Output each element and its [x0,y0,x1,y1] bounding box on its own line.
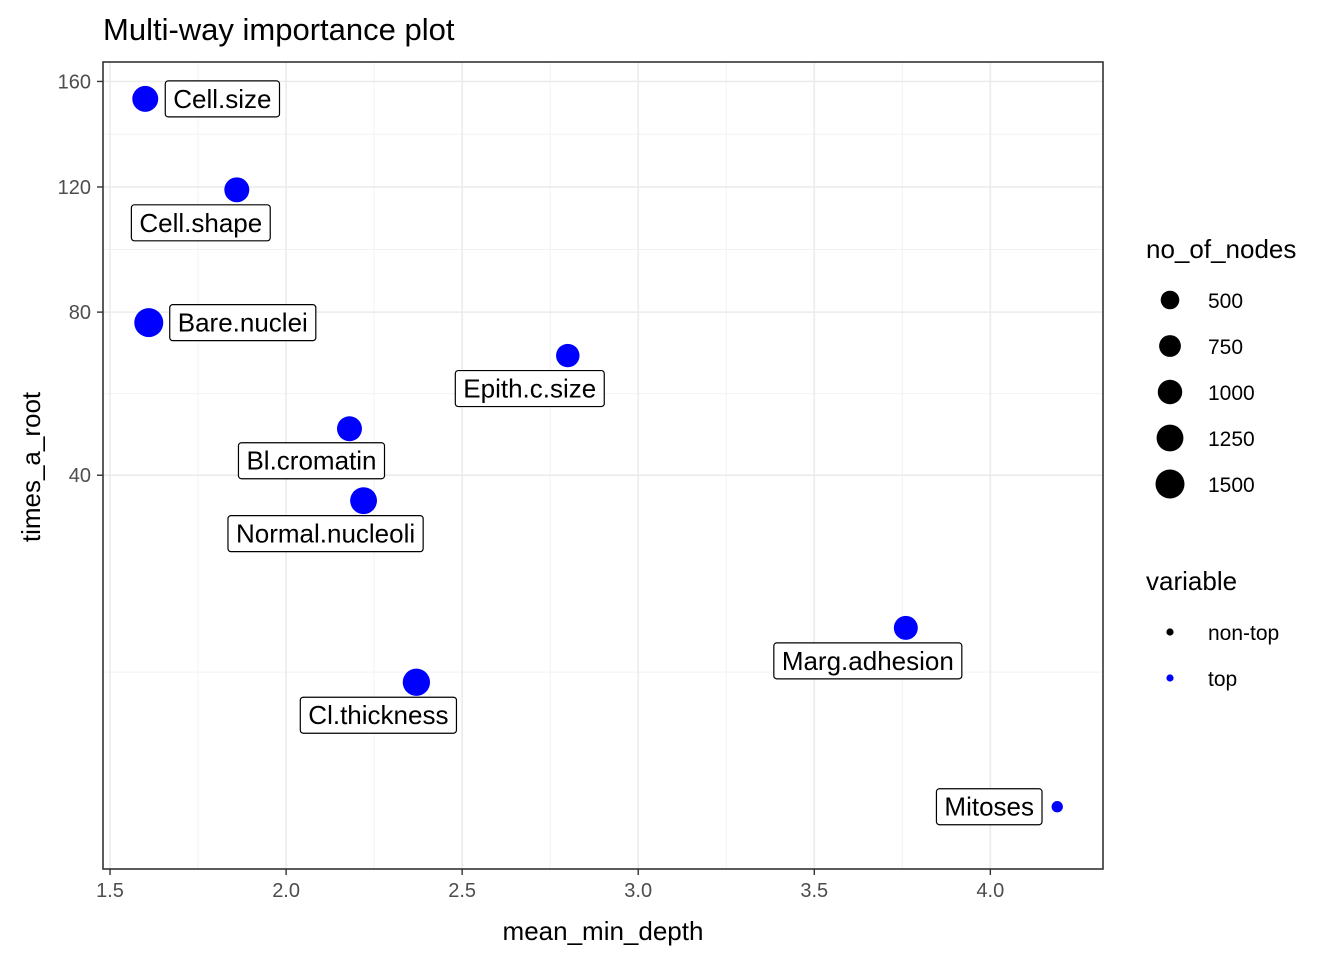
y-tick-label: 40 [69,465,91,487]
point-label: Cell.size [173,84,271,114]
plot-border [102,61,1104,870]
label-box-frame [130,204,271,242]
point-label: Bare.nuclei [178,308,308,338]
point-label-box: Normal.nucleoli [227,515,424,553]
point-labels: Cell.size Cell.shape Bare.nuclei Epith.c.si… [130,80,1043,826]
legend-size-label: 1500 [1208,474,1255,497]
x-tick-label: 1.5 [96,880,124,902]
label-box-frame [237,442,386,480]
y-axis-title: times_a_root [16,391,46,542]
legend-size-label: 1000 [1208,382,1255,405]
legend-size-label: 1250 [1208,428,1255,451]
point-label-box: Marg.adhesion [773,642,963,680]
data-point [893,615,918,640]
plot-panel: 1.5 2.0 2.5 3.0 3.5 4.04080120160Cell.sizeCel… [58,61,1104,902]
legend-color-label: non-top [1208,622,1279,645]
label-box-frame [227,515,424,553]
data-point [402,668,431,696]
label-box-frame [935,788,1043,826]
legend-size-title: no_of_nodes [1146,234,1296,264]
point-label: Normal.nucleoli [236,519,415,549]
x-tick-label: 3.0 [624,880,652,902]
data-point [350,487,377,515]
chart-title: Multi-way importance plot [103,12,455,47]
legend-size-key [1155,469,1185,499]
point-label: Marg.adhesion [782,646,954,676]
legend-size-key [1157,379,1183,405]
label-box-frame [299,696,458,734]
y-tick-label: 160 [58,71,91,93]
point-label-box: Mitoses [935,788,1043,826]
legend-color-title: variable [1146,566,1237,596]
label-box-frame [454,369,605,408]
y-tick-label: 80 [69,302,91,324]
legend-color-key [1166,674,1174,682]
data-point [1051,801,1063,813]
point-label: Epith.c.size [463,374,596,404]
legend-color-label: top [1208,668,1237,691]
x-tick-label: 2.0 [272,880,300,902]
x-axis-title: mean_min_depth [503,916,704,946]
legend-size-key [1156,424,1184,452]
point-label: Cell.shape [139,208,262,238]
point-label-box: Cell.size [164,80,281,118]
x-tick-label: 4.0 [976,880,1004,902]
point-label-box: Bare.nuclei [169,304,317,342]
data-point [556,343,580,368]
legend: no_of_nodes variable 500 750 1000 1250 1500 n… [1146,234,1296,691]
point-label-box: Epith.c.size [454,369,605,408]
data-point [132,85,159,112]
legend-size-key [1160,290,1180,310]
point-label: Mitoses [944,792,1034,822]
y-tick-label: 120 [58,177,91,199]
label-box-frame [169,304,317,342]
point-label: Cl.thickness [308,700,448,730]
x-tick-label: 3.5 [800,880,828,902]
data-point [336,416,362,442]
legend-size-key [1159,335,1181,357]
data-point [224,177,250,203]
data-point [134,308,164,338]
label-box-frame [164,80,281,118]
legend-size-label: 500 [1208,290,1243,313]
legend-size-label: 750 [1208,336,1243,359]
point-label: Bl.cromatin [246,446,376,476]
label-box-frame [773,642,963,680]
point-label-box: Cl.thickness [299,696,458,734]
legend-color-key [1166,628,1174,636]
point-label-box: Bl.cromatin [237,442,386,480]
x-tick-label: 2.5 [448,880,476,902]
point-label-box: Cell.shape [130,204,271,242]
